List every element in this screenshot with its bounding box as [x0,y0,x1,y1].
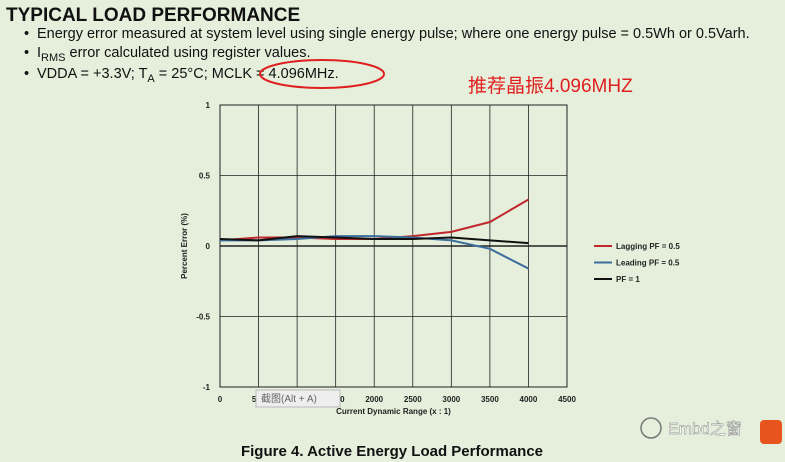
series-line [219,235,529,245]
watermark: Embd之窗 [668,420,742,438]
tooltip: 截图(Alt + A) [261,392,317,405]
bullet-marker: • [24,26,29,42]
x-tick-label: 4500 [558,395,576,404]
x-tick-label: 3500 [481,395,499,404]
y-tick-label: 0 [206,242,211,251]
bullet: IRMS error calculated using register val… [37,45,311,64]
x-tick-label: 2500 [404,395,422,404]
x-tick-label: 2000 [365,395,383,404]
bullet: Energy error measured at system level us… [37,26,750,42]
bullet-text: Energy error measured at system level us… [37,26,750,42]
x-tick-label: 4000 [520,395,538,404]
tooltip-box [255,389,341,408]
bullet-marker: • [24,45,29,61]
bullet-text: I [37,45,41,61]
bullet: VDDA = +3.3V; TA = 25°C; MCLK = 4.096MHz… [37,66,339,85]
bullet-text: VDDA = +3.3V; T [37,66,148,82]
figure-caption: Figure 4. Active Energy Load Performance [241,443,543,460]
y-tick-label: -1 [203,383,211,392]
annotation: 推荐晶振4.096MHZ [468,75,633,97]
subscript: A [147,73,155,85]
highlight-ellipse [259,59,385,89]
bullet-marker: • [24,66,29,82]
x-tick-label: 0 [218,395,223,404]
x-axis-label: Current Dynamic Range (x : 1) [336,407,451,416]
heading: TYPICAL LOAD PERFORMANCE [6,5,300,26]
y-tick-label: 0.5 [199,172,211,181]
y-axis-label: Percent Error (%) [180,213,189,279]
wechat-icon [640,417,662,439]
bullet-text: = 25°C; MCLK = 4.096MHz. [155,66,339,82]
legend-label: PF = 1 [616,275,640,284]
chart: 10.50-0.5-105001000150020002500300035004… [180,101,680,416]
bullet-text: error calculated using register values. [65,45,310,61]
legend-label: Lagging PF = 0.5 [616,242,680,251]
logo-icon [760,420,782,444]
y-tick-label: 1 [206,101,211,110]
y-tick-label: -0.5 [196,313,210,322]
x-tick-label: 3000 [442,395,460,404]
subscript: RMS [41,52,65,64]
legend-label: Leading PF = 0.5 [616,259,680,268]
